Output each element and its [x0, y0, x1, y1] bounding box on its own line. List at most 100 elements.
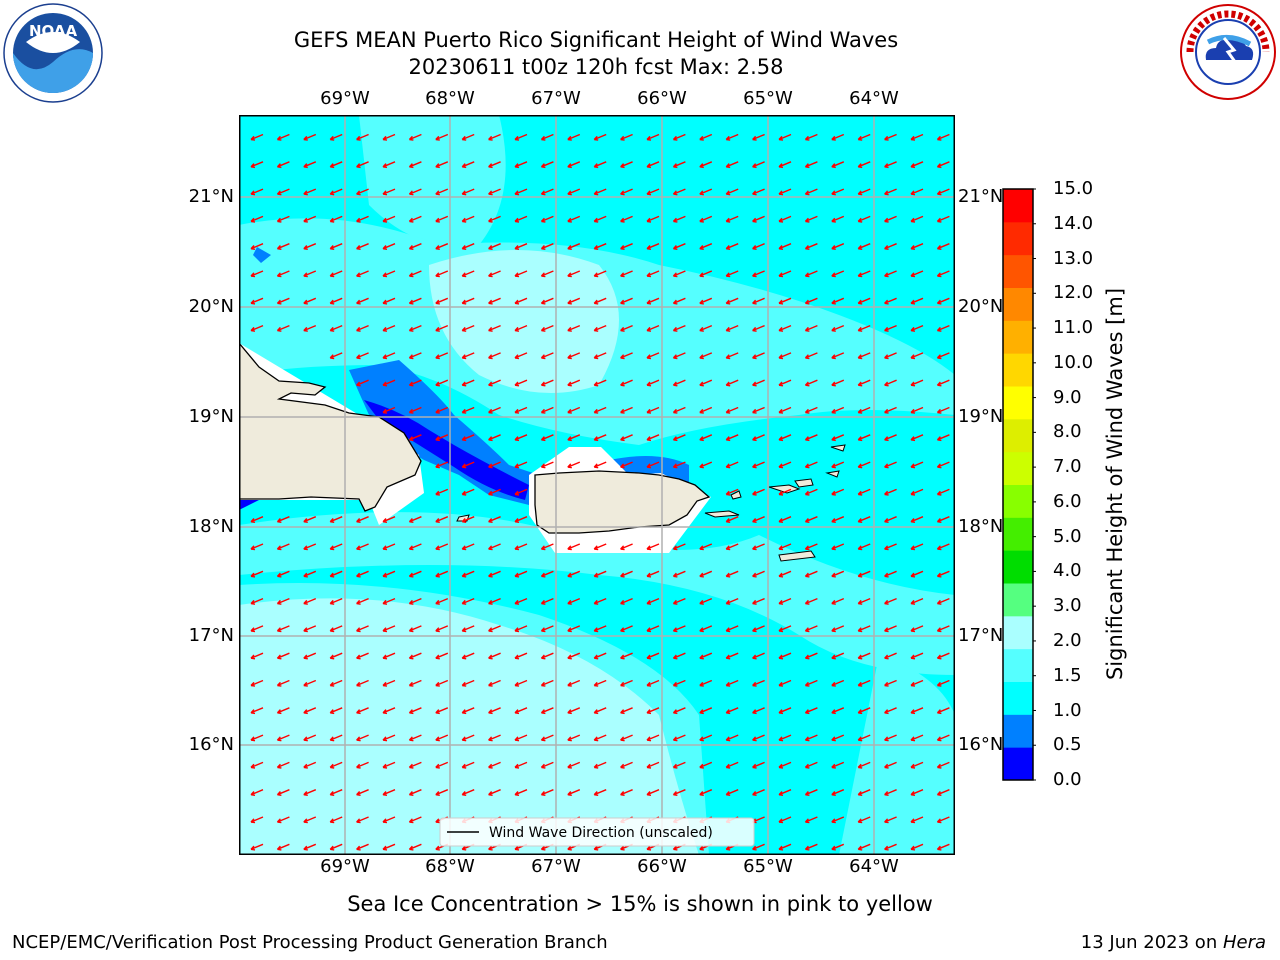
wave-direction-arrow — [646, 789, 660, 796]
wave-direction-arrow — [382, 243, 396, 250]
colorbar-cell-5 — [1003, 583, 1033, 617]
wave-direction-arrow — [540, 652, 554, 660]
wave-direction-arrow — [804, 243, 818, 250]
wave-direction-arrow — [567, 570, 581, 578]
wave-direction-arrow — [936, 161, 950, 169]
wave-direction-arrow — [593, 761, 607, 769]
wave-direction-arrow — [910, 570, 924, 578]
wave-direction-arrow — [303, 243, 317, 250]
wave-direction-arrow — [593, 270, 607, 278]
wave-direction-arrow — [540, 243, 554, 250]
wave-direction-arrow — [514, 597, 528, 605]
wave-direction-arrow — [831, 816, 845, 824]
wave-direction-arrow — [303, 597, 317, 605]
wave-direction-arrow — [303, 570, 317, 578]
wave-direction-arrow — [408, 652, 422, 660]
wave-direction-arrow — [725, 215, 739, 223]
wave-direction-arrow — [884, 215, 897, 223]
wave-direction-arrow — [514, 324, 528, 332]
wave-direction-arrow — [593, 597, 607, 605]
wave-direction-arrow — [567, 679, 581, 687]
colorbar-cell-7 — [1003, 517, 1033, 551]
colorbar — [1002, 188, 1036, 781]
virgin-islands-1 — [768, 484, 801, 494]
wave-direction-arrow — [488, 324, 501, 332]
wave-direction-arrow — [514, 488, 528, 496]
wave-direction-arrow — [620, 625, 633, 633]
wave-direction-arrow — [540, 161, 554, 169]
wave-direction-arrow — [699, 625, 713, 633]
wave-direction-arrow — [778, 761, 792, 769]
wave-direction-arrow — [884, 761, 897, 769]
wave-direction-arrow — [408, 816, 422, 824]
wave-direction-arrow — [461, 297, 475, 305]
wave-direction-arrow — [857, 597, 871, 605]
footer-date-text: 13 Jun 2023 on — [1080, 932, 1223, 953]
wave-direction-arrow — [408, 161, 422, 169]
colorbar-label: Significant Height of Wind Waves [m] — [1103, 287, 1127, 681]
wave-direction-arrow — [540, 133, 554, 141]
wave-direction-arrow — [831, 543, 845, 551]
wave-direction-arrow — [672, 352, 686, 360]
wave-direction-arrow — [752, 488, 765, 496]
legend-text: Wind Wave Direction (unscaled) — [489, 825, 713, 841]
wave-direction-arrow — [435, 161, 449, 169]
wave-direction-arrow — [778, 816, 792, 824]
vieques-island — [704, 510, 740, 518]
colorbar-tick-label: 0.0 — [1053, 769, 1082, 790]
wave-direction-arrow — [488, 379, 501, 387]
wave-direction-arrow — [910, 161, 924, 169]
wave-direction-arrow — [435, 734, 449, 742]
wave-direction-arrow — [567, 707, 581, 715]
wave-direction-arrow — [356, 679, 369, 687]
wave-direction-arrow — [778, 543, 792, 551]
wave-direction-arrow — [593, 324, 607, 332]
wave-direction-arrow — [857, 243, 871, 250]
wave-direction-arrow — [699, 270, 713, 278]
wave-direction-arrow — [804, 679, 818, 687]
wave-direction-arrow — [646, 434, 660, 442]
wave-direction-arrow — [356, 843, 369, 851]
wave-direction-arrow — [461, 707, 475, 715]
wave-direction-arrow — [303, 625, 317, 633]
wave-direction-arrow — [356, 734, 369, 742]
wave-direction-arrow — [884, 133, 897, 141]
wave-direction-arrow — [831, 324, 845, 332]
wave-direction-arrow — [699, 406, 713, 414]
wave-height-map: Wind Wave Direction (unscaled) — [239, 115, 955, 855]
wave-direction-arrow — [831, 406, 845, 414]
wave-direction-arrow — [778, 488, 792, 496]
lat-label-right-16n: 16°N — [958, 734, 1004, 755]
wave-direction-arrow — [910, 352, 924, 360]
wave-direction-arrow — [382, 161, 396, 169]
wave-direction-arrow — [620, 434, 633, 442]
wave-direction-arrow — [752, 543, 765, 551]
wave-direction-arrow — [567, 133, 581, 141]
wave-direction-arrow — [672, 597, 686, 605]
wave-direction-arrow — [725, 406, 739, 414]
wave-direction-arrow — [303, 761, 317, 769]
wave-direction-arrow — [303, 543, 317, 551]
wave-direction-arrow — [646, 215, 660, 223]
colorbar-cell-13 — [1003, 320, 1033, 354]
wave-direction-arrow — [382, 707, 396, 715]
wave-direction-arrow — [356, 597, 369, 605]
field-darkblue-mona — [364, 400, 529, 500]
wave-direction-arrow — [461, 133, 475, 141]
wave-direction-arrow — [276, 133, 290, 141]
wave-direction-arrow — [884, 406, 897, 414]
wave-direction-arrow — [831, 461, 845, 469]
wave-direction-arrow — [620, 461, 633, 469]
wave-direction-arrow — [435, 570, 449, 578]
wave-direction-arrow — [936, 652, 950, 660]
wave-direction-arrow — [752, 625, 765, 633]
wave-direction-arrow — [752, 734, 765, 742]
wave-direction-arrow — [936, 406, 950, 414]
colorbar-tick-label: 4.0 — [1053, 560, 1082, 582]
wave-direction-arrow — [884, 789, 897, 796]
wave-direction-arrow — [435, 270, 449, 278]
wave-direction-arrow — [752, 679, 765, 687]
wave-direction-arrow — [910, 379, 924, 387]
wave-direction-arrow — [778, 243, 792, 250]
wave-direction-arrow — [303, 188, 317, 196]
